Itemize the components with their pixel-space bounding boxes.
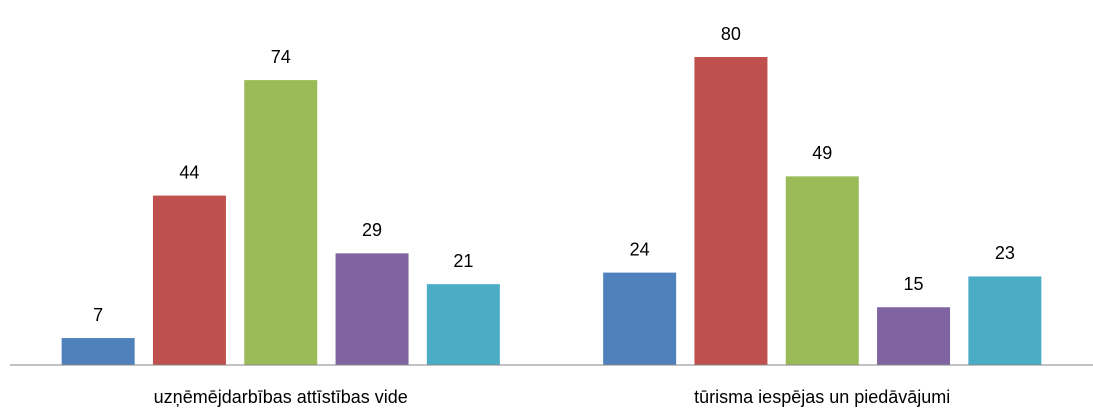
value-label: 49 [812, 143, 832, 163]
value-label: 80 [721, 24, 741, 44]
bar [335, 253, 409, 365]
bar [61, 338, 135, 365]
x-tick-label: uzņēmējdarbības attīstības vide [154, 387, 408, 407]
bar [785, 176, 859, 365]
value-label: 23 [995, 243, 1015, 263]
value-label: 7 [93, 305, 103, 325]
bar [244, 80, 318, 365]
x-tick-label: tūrisma iespējas un piedāvājumi [694, 387, 950, 407]
bar [603, 272, 677, 365]
value-label: 21 [453, 251, 473, 271]
bar [694, 57, 768, 365]
bar [152, 195, 226, 365]
value-label: 24 [630, 239, 650, 259]
bar [426, 284, 500, 365]
bar [877, 307, 951, 365]
bar [968, 276, 1042, 365]
value-label: 29 [362, 220, 382, 240]
value-label: 44 [179, 162, 199, 182]
value-label: 15 [904, 274, 924, 294]
value-label: 74 [271, 47, 291, 67]
